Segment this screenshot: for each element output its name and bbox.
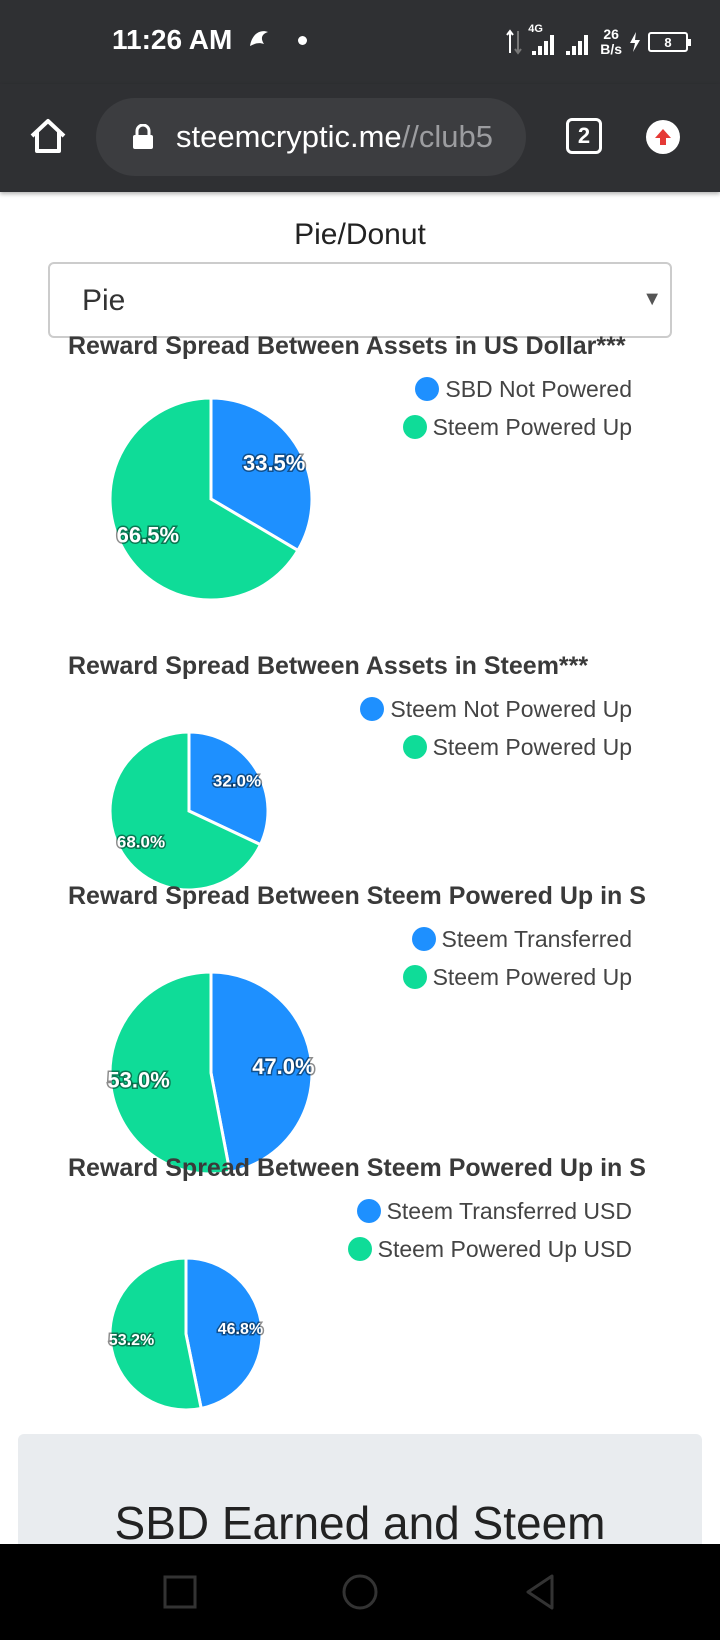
legend-dot-green (402, 735, 427, 759)
legend-item[interactable]: Steem Not Powered Up (360, 690, 632, 728)
legend-item[interactable]: Steem Powered Up (402, 408, 632, 446)
legend-label: SBD Not Powered (445, 375, 632, 402)
legend-dot-green (402, 415, 427, 439)
speed-unit: B/s (600, 41, 622, 57)
network-speed: 26 B/s (600, 27, 622, 57)
pie-chart: 32.0% 68.0% (108, 730, 270, 892)
legend-label: Steem Powered Up (432, 413, 632, 440)
status-time: 11:26 AM (112, 24, 233, 55)
legend-label: Steem Not Powered Up (390, 695, 632, 722)
chart-legend: Steem Transferred USD Steem Powered Up U… (347, 1192, 632, 1268)
url-path: //club5 (401, 119, 494, 154)
card-title: SBD Earned and Steem (114, 1497, 606, 1544)
legend-label: Steem Powered Up (432, 733, 632, 760)
pie-slice-label: 47.0% (252, 1054, 314, 1079)
legend-dot-blue (411, 927, 436, 951)
home-circle-icon[interactable] (340, 1572, 380, 1612)
pie-slice-label: 46.8% (218, 1321, 263, 1338)
legend-label: Steem Transferred USD (386, 1197, 632, 1224)
legend-item[interactable]: Steem Powered Up (402, 958, 632, 996)
chart-title: Reward Spread Between Assets in Steem*** (68, 652, 589, 680)
home-icon[interactable] (26, 114, 70, 158)
pie-slice-label: 53.0% (107, 1068, 169, 1093)
tab-count: 2 (577, 123, 591, 148)
legend-item[interactable]: Steem Transferred USD (348, 1192, 632, 1230)
legend-item[interactable]: Steem Powered Up (360, 728, 632, 766)
tab-switcher-button[interactable]: 2 (566, 118, 602, 154)
pie-slice[interactable] (108, 730, 263, 892)
chart-type-label: Pie/Donut (294, 218, 426, 251)
browser-toolbar: steemcryptic.me//club5 2 (0, 84, 720, 192)
battery-icon: 8 (648, 32, 691, 52)
chart-type-select[interactable]: Pie ▼ (48, 262, 672, 338)
pie-slice[interactable] (184, 1256, 264, 1411)
status-indicators: 4G 26 B/s 8 (506, 20, 691, 64)
pie-chart: 46.8% 53.2% (107, 1256, 265, 1412)
address-bar[interactable]: steemcryptic.me//club5 (96, 98, 526, 176)
chart-title: Reward Spread Between Steem Powered Up i… (68, 1154, 646, 1182)
back-icon[interactable] (520, 1572, 560, 1612)
pie-slice[interactable] (108, 1256, 203, 1412)
chart-legend: Steem Not Powered Up Steem Powered Up (360, 690, 632, 766)
recent-apps-icon[interactable] (160, 1572, 200, 1612)
speed-value: 26 (603, 26, 619, 42)
pie-slice[interactable] (209, 970, 314, 1174)
pie-chart: 47.0% 53.0% (106, 970, 316, 1176)
chart-title: Reward Spread Between Assets in US Dolla… (68, 332, 626, 360)
signal-icon (566, 35, 589, 55)
signal-4g-icon: 4G (528, 23, 558, 57)
chart-title: Reward Spread Between Steem Powered Up i… (68, 882, 646, 910)
pie-slice-label: 68.0% (117, 832, 165, 851)
sbd-earned-card: SBD Earned and Steem (18, 1434, 702, 1544)
url-domain: steemcryptic.me (176, 119, 402, 154)
system-nav-bar (0, 1544, 720, 1640)
legend-item[interactable]: Steem Powered Up USD (347, 1230, 632, 1268)
pie-slice-label: 32.0% (213, 771, 261, 790)
chart-legend: Steem Transferred Steem Powered Up (402, 920, 632, 996)
page-content: Pie/Donut Pie ▼ Reward Spread Between As… (0, 192, 720, 1544)
charging-icon (630, 32, 640, 52)
legend-label: Steem Powered Up USD (377, 1235, 632, 1262)
legend-item[interactable]: SBD Not Powered (403, 370, 632, 408)
data-arrows-icon (506, 29, 523, 55)
notification-dot-icon (298, 36, 307, 45)
lock-icon (133, 124, 153, 149)
arrow-up-icon (655, 129, 671, 145)
pie-slice-label: 33.5% (243, 451, 305, 476)
pie-slice[interactable] (187, 730, 270, 847)
status-bar: 11:26 AM 4G 26 B/s 8 (0, 0, 720, 84)
pie-slice-label: 53.2% (109, 1332, 154, 1349)
pie-chart: 33.5% 66.5% (108, 396, 314, 602)
legend-dot-blue (360, 697, 385, 721)
legend-dot-green (402, 965, 427, 989)
notification-icon (250, 31, 268, 46)
legend-dot-green (347, 1237, 372, 1261)
legend-item[interactable]: Steem Transferred (403, 920, 632, 958)
chart-type-value: Pie (82, 284, 126, 317)
pie-slice[interactable] (108, 396, 300, 602)
legend-dot-blue (356, 1199, 381, 1223)
chart-legend: SBD Not Powered Steem Powered Up (402, 370, 632, 446)
update-menu-button[interactable] (646, 120, 680, 154)
url-text: steemcryptic.me//club5 (176, 119, 493, 155)
battery-level: 8 (664, 34, 672, 50)
legend-label: Steem Transferred (441, 925, 632, 952)
dropdown-arrow-icon: ▼ (642, 288, 662, 310)
legend-dot-blue (415, 377, 440, 401)
pie-slice-label: 66.5% (117, 523, 179, 548)
network-type: 4G (528, 23, 543, 35)
legend-label: Steem Powered Up (432, 963, 632, 990)
pie-slice[interactable] (108, 970, 232, 1176)
